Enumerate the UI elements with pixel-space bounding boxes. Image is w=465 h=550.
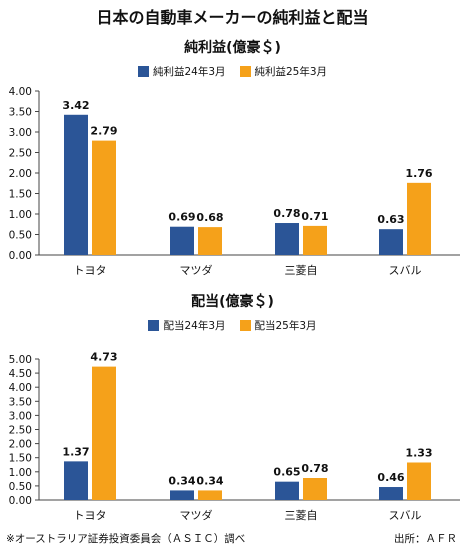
y-tick-label: 3.00 (9, 410, 32, 422)
y-tick-label: 3.50 (9, 396, 32, 408)
bar-series-1 (170, 490, 194, 500)
footnote: ※オーストラリア証券投資委員会（ＡＳＩＣ）調べ (6, 533, 246, 545)
legend-net-profit: 純利益24年3月 純利益25年3月 (0, 64, 465, 79)
x-category-label: 三菱自 (285, 264, 318, 277)
y-tick-label: 0.00 (9, 495, 32, 507)
legend-label: 配当25年3月 (254, 320, 317, 332)
bar-series-2 (407, 462, 431, 500)
legend-swatch-blue (137, 66, 149, 77)
y-tick-label: 2.00 (9, 439, 32, 451)
legend-swatch-orange (239, 320, 251, 331)
page-title: 日本の自動車メーカーの純利益と配当 (96, 8, 369, 27)
data-label: 0.34 (196, 474, 223, 487)
legend-item-series-1: 純利益24年3月 (137, 64, 226, 79)
bar-series-1 (64, 461, 88, 500)
y-tick-label: 4.00 (9, 86, 32, 98)
legend-item-series-2: 純利益25年3月 (239, 64, 328, 79)
bar-series-1 (275, 223, 299, 255)
chart-title-net-profit: 純利益(億豪＄) (184, 40, 281, 56)
y-tick-label: 4.00 (9, 382, 32, 394)
data-label: 0.34 (168, 474, 195, 487)
x-category-label: スバル (389, 509, 422, 522)
legend-swatch-blue (148, 320, 160, 331)
data-label: 4.73 (90, 351, 117, 364)
data-label: 0.78 (301, 462, 328, 475)
bar-series-2 (92, 140, 116, 255)
bar-series-2 (303, 225, 327, 255)
data-label: 2.79 (90, 125, 117, 138)
legend-dividends: 配当24年3月 配当25年3月 (0, 318, 465, 333)
dividend-bar-chart: 0.00 0.50 1.00 1.50 2.00 2.50 3.00 3.50 4.00 4.50… (9, 351, 460, 522)
x-category-label: マツダ (180, 263, 213, 277)
bar-series-2 (303, 478, 327, 500)
y-tick-label: 2.50 (9, 425, 32, 437)
y-tick-label: 0.50 (9, 230, 32, 242)
data-label: 0.65 (273, 466, 300, 479)
x-category-label: マツダ (180, 508, 213, 522)
legend-item-series-1: 配当24年3月 (148, 318, 226, 333)
y-tick-label: 4.50 (9, 368, 32, 380)
bar-series-1 (379, 229, 403, 255)
chart-title-dividends: 配当(億豪＄) (191, 294, 274, 310)
x-category-label: 三菱自 (285, 509, 318, 522)
x-category-label: スバル (389, 264, 422, 277)
data-label: 0.68 (196, 211, 223, 224)
y-tick-label: 2.50 (9, 148, 32, 160)
y-tick-label: 3.00 (9, 127, 32, 139)
bar-series-1 (64, 114, 88, 255)
y-tick-label: 1.00 (9, 209, 32, 221)
legend-label: 配当24年3月 (163, 320, 226, 332)
x-category-label: トヨタ (74, 264, 107, 277)
data-label: 0.63 (377, 213, 404, 226)
y-tick-label: 0.00 (9, 250, 32, 262)
data-label: 0.71 (301, 210, 328, 223)
y-tick-label: 1.00 (9, 467, 32, 479)
source-credit: 出所：ＡＦＲ (394, 533, 457, 545)
bar-series-1 (170, 226, 194, 255)
bar-series-2 (92, 366, 116, 500)
legend-label: 純利益24年3月 (152, 66, 226, 78)
bar-series-2 (198, 490, 222, 500)
data-label: 0.78 (273, 207, 300, 220)
bar-series-1 (275, 481, 299, 500)
y-tick-label: 2.00 (9, 168, 32, 180)
data-label: 0.46 (377, 471, 404, 484)
legend-label: 純利益25年3月 (254, 66, 328, 78)
y-tick-label: 5.00 (9, 354, 32, 366)
y-tick-label: 3.50 (9, 107, 32, 119)
bar-series-2 (198, 227, 222, 255)
y-tick-label: 1.50 (9, 453, 32, 465)
y-tick-label: 0.50 (9, 481, 32, 493)
x-category-label: トヨタ (74, 509, 107, 522)
bar-series-2 (407, 182, 431, 255)
net-profit-bar-chart: 0.00 0.50 1.00 1.50 2.00 2.50 3.00 3.50 4.00 3.42… (9, 86, 460, 277)
data-label: 1.76 (405, 167, 432, 180)
legend-swatch-orange (239, 66, 251, 77)
data-label: 3.42 (62, 99, 89, 112)
bar-series-1 (379, 487, 403, 500)
y-tick-label: 1.50 (9, 189, 32, 201)
data-label: 1.33 (405, 446, 432, 459)
legend-item-series-2: 配当25年3月 (239, 318, 317, 333)
data-label: 0.69 (168, 211, 195, 224)
data-label: 1.37 (62, 445, 89, 458)
